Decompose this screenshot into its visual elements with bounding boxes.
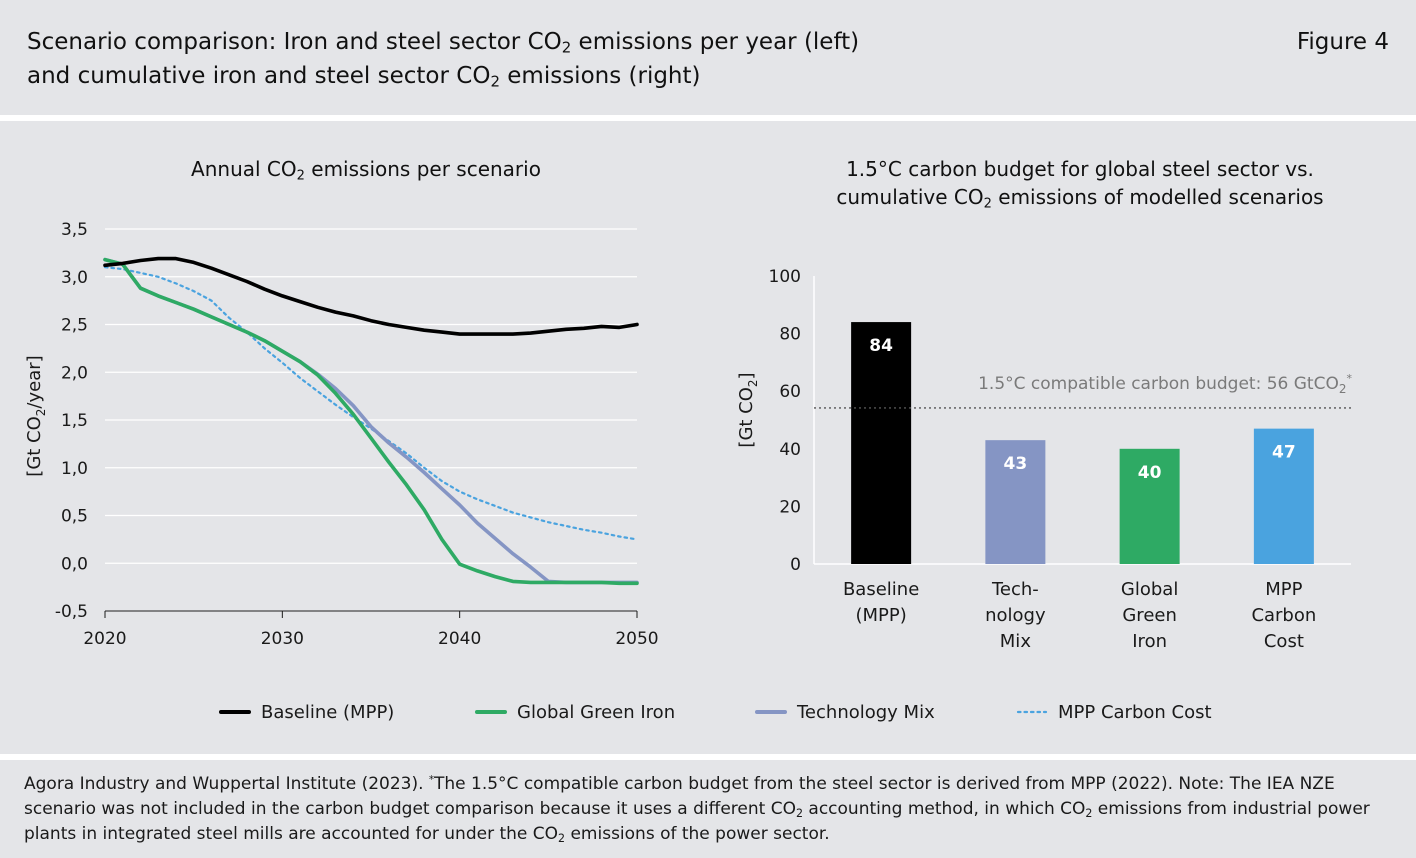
bar-value-label: 84 (869, 336, 893, 356)
x-tick-label: 2040 (438, 629, 481, 649)
series-line-global-green-iron (103, 257, 639, 586)
header-band: Scenario comparison: Iron and steel sect… (0, 0, 1416, 115)
series-line-technology-mix (103, 257, 639, 585)
category-label: Global (1121, 579, 1178, 600)
right-y-axis-label: [Gt CO2] (736, 372, 760, 447)
left-chart-title: Annual CO2 emissions per scenario (191, 157, 541, 184)
series-line-baseline-mpp (103, 256, 639, 336)
y-tick-label: 80 (779, 325, 801, 345)
legend-label: MPP Carbon Cost (1058, 702, 1212, 723)
x-tick-label: 2050 (615, 629, 658, 649)
legend-label: Technology Mix (796, 702, 935, 723)
right-chart-title: 1.5°C carbon budget for global steel sec… (770, 155, 1390, 211)
category-label: MPP (1265, 579, 1302, 600)
y-tick-label: -0,5 (55, 602, 88, 622)
left-y-axis-label: [Gt CO2/year] (24, 355, 48, 476)
chart-legend: Baseline (MPP) Global Green Iron Technolog… (219, 702, 1212, 723)
figure-title-line2: and cumulative iron and steel sector CO2… (27, 63, 701, 91)
bar-chart: 100 80 60 40 20 0 84 Baseline (MPP) 43 Tech-nology… (769, 267, 1351, 652)
y-tick-label: 3,5 (61, 220, 88, 240)
bar-value-label: 43 (1004, 454, 1028, 474)
legend-label: Baseline (MPP) (261, 702, 394, 723)
y-tick-label: 40 (779, 440, 801, 460)
y-tick-label: 0,0 (61, 554, 88, 574)
y-tick-label: 100 (769, 267, 801, 287)
y-tick-label: 2,5 (61, 316, 88, 336)
x-tick-label: 2030 (261, 629, 304, 649)
y-tick-label: 1,5 (61, 411, 88, 431)
y-tick-label: 20 (779, 497, 801, 517)
category-label: Iron (1132, 631, 1167, 652)
y-tick-label: 3,0 (61, 268, 88, 288)
category-label: Cost (1264, 631, 1304, 652)
category-label: (MPP) (855, 605, 906, 626)
x-tick-label: 2020 (83, 629, 126, 649)
bar-value-label: 40 (1138, 463, 1162, 483)
bar (851, 322, 912, 564)
right-chart-title-line1: 1.5°C carbon budget for global steel sec… (846, 157, 1314, 181)
category-label: Carbon (1251, 605, 1316, 626)
y-tick-label: 0,5 (61, 507, 88, 527)
y-tick-label: 60 (779, 382, 801, 402)
line-chart: 3,5 3,0 2,5 2,0 1,5 1,0 0,5 0,0 -0,5 2020 2030 2040… (55, 220, 659, 649)
source-footnote: Agora Industry and Wuppertal Institute (… (24, 774, 1370, 845)
chart-band: Annual CO2 emissions per scenario 1.5°C … (0, 121, 1416, 754)
legend-label: Global Green Iron (517, 702, 675, 723)
right-chart-title-line2: cumulative CO2 emissions of modelled sce… (836, 185, 1324, 212)
bar (1119, 448, 1180, 564)
y-tick-label: 0 (790, 555, 801, 575)
y-tick-label: 2,0 (61, 363, 88, 383)
figure-title-line1: Scenario comparison: Iron and steel sect… (27, 29, 860, 57)
carbon-budget-label: 1.5°C compatible carbon budget: 56 GtCO2… (978, 372, 1352, 396)
footer-band: Agora Industry and Wuppertal Institute (… (0, 760, 1416, 858)
category-label: Baseline (843, 579, 919, 600)
figure-number: Figure 4 (1296, 29, 1389, 55)
series-line-mpp-carbon-cost (103, 266, 639, 541)
figure-title: Scenario comparison: Iron and steel sect… (27, 25, 859, 93)
category-label: Green (1122, 605, 1177, 626)
category-label: Mix (1000, 631, 1032, 652)
bar (985, 440, 1046, 564)
category-label: nology (985, 605, 1046, 626)
y-tick-label: 1,0 (61, 459, 88, 479)
bar (1253, 428, 1314, 564)
bar-value-label: 47 (1272, 443, 1296, 463)
category-label: Tech- (991, 579, 1039, 600)
